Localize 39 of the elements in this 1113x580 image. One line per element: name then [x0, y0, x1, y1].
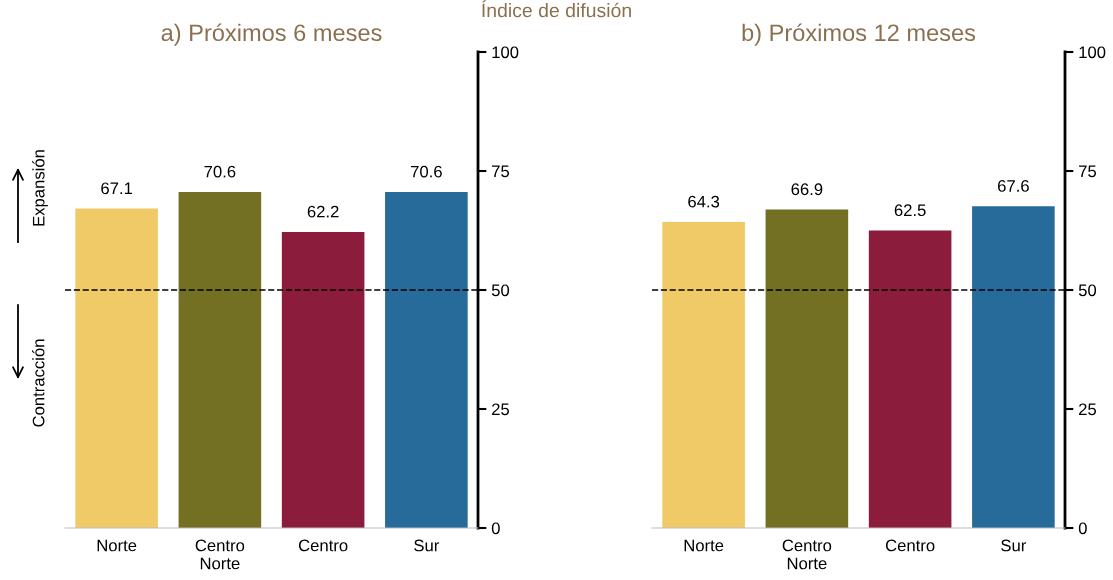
x-tick-label: Norte: [97, 539, 137, 552]
y-tick-label: 0: [1078, 522, 1087, 535]
text: Contracción: [32, 339, 45, 427]
x-tick-label: Centro: [298, 539, 348, 552]
y-tick-label: 100: [492, 46, 519, 59]
bar: [385, 191, 468, 528]
x-tick-label: Sur: [1001, 539, 1027, 552]
bar: [972, 206, 1055, 528]
data-label: 62.5: [894, 204, 926, 217]
data-label: 67.1: [101, 182, 133, 195]
text: Índice de difusión: [482, 0, 631, 18]
y-tick-label: 25: [492, 403, 510, 416]
data-label: 70.6: [204, 165, 236, 178]
x-tick-label: Centro Norte: [195, 539, 245, 570]
bar: [75, 208, 158, 528]
data-label: 67.6: [998, 180, 1029, 192]
data-label: 64.3: [688, 195, 720, 208]
data-label: 70.6: [411, 165, 442, 178]
chart-title: a) Próximos 6 meses: [161, 23, 382, 46]
y-tick-label: 100: [1079, 46, 1106, 59]
x-tick-label: Centro Norte: [782, 539, 832, 570]
x-tick-label: Norte: [684, 539, 724, 552]
x-tick-label: Centro: [885, 539, 935, 552]
y-tick-label: 75: [492, 165, 510, 178]
bar: [178, 191, 262, 528]
data-label: 62.2: [307, 205, 339, 218]
bar: [765, 209, 849, 528]
data-label: 66.9: [791, 183, 823, 196]
y-tick-label: 50: [491, 284, 510, 297]
bar: [281, 231, 365, 528]
y-tick-label: 75: [1079, 165, 1097, 178]
y-tick-label: 25: [1079, 403, 1097, 416]
y-tick-label: 50: [1078, 284, 1097, 297]
bar: [868, 230, 952, 528]
chart-title: b) Próximos 12 meses: [742, 23, 976, 46]
x-tick-label: Sur: [414, 539, 440, 552]
text: Expansión: [32, 150, 48, 226]
bar: [662, 221, 745, 528]
y-tick-label: 0: [491, 522, 500, 535]
